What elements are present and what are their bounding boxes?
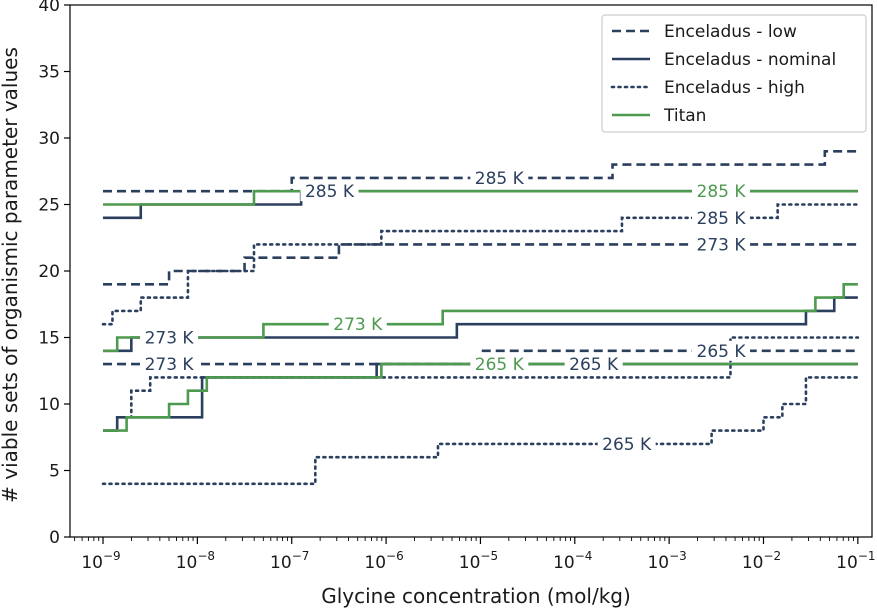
series-line-enceladus-high-265k	[101, 376, 860, 486]
curve-label: 285 K	[305, 182, 355, 202]
curve-label: 285 K	[475, 169, 525, 189]
series-layer	[101, 150, 860, 486]
y-tick-label: 20	[38, 262, 60, 282]
curve-label-group: 265 K	[692, 340, 751, 362]
curve-label-group: 265 K	[470, 354, 529, 375]
x-tick-label: 10−3	[647, 549, 686, 573]
curve-label-group: 273 K	[692, 234, 751, 255]
curve-label-group: 265 K	[597, 433, 656, 455]
curve-label: 285 K	[697, 209, 747, 229]
x-tick-label: 10−8	[176, 549, 215, 573]
series-line-enceladus-low-265k	[103, 349, 858, 366]
curve-label-group: 285 K	[470, 167, 529, 189]
series-line-enceladus-nominal-265k	[103, 362, 858, 432]
curve-label-bg	[300, 181, 359, 202]
curve-label: 265 K	[475, 355, 525, 375]
curve-label-group: 273 K	[140, 327, 199, 349]
series-line-enceladus-high-273k	[115, 336, 860, 419]
legend-label: Enceladus - nominal	[664, 50, 836, 70]
series-line-enceladus-high-285k	[101, 203, 860, 326]
x-axis-label: Glycine concentration (mol/kg)	[321, 584, 631, 608]
series-line-enceladus-low-285k	[103, 150, 858, 193]
curve-label-bg	[692, 207, 751, 228]
curve-label-bg	[564, 354, 623, 375]
legend: Enceladus - low Enceladus - nominal Encela…	[601, 14, 867, 133]
curve-label-bg	[470, 167, 529, 188]
curve-label-bg	[692, 234, 751, 255]
curve-label: 265 K	[569, 355, 619, 375]
series-line-titan-265k	[103, 362, 858, 432]
legend-label: Titan	[663, 106, 706, 126]
y-axis-label: # viable sets of organismic parameter va…	[0, 47, 22, 503]
series-line-titan-273k	[103, 283, 858, 353]
curve-label-bg	[692, 181, 751, 202]
legend-label: Enceladus - low	[664, 22, 797, 42]
x-tick-label: 10−2	[742, 549, 781, 573]
annotation-layer: 285 K 285 K 285 K 285 K 273 K 273 K 273 K 273 K…	[140, 167, 751, 455]
curve-label-group: 285 K	[300, 181, 359, 202]
curve-label-group: 273 K	[328, 314, 387, 335]
y-tick-label: 5	[49, 462, 60, 482]
x-tick-label: 10−6	[364, 549, 403, 573]
y-tick-label: 25	[38, 196, 60, 216]
curve-label: 273 K	[145, 329, 195, 349]
x-tick-label: 10−1	[836, 549, 875, 573]
y-tick-label: 0	[49, 528, 60, 548]
legend-label: Enceladus - high	[664, 78, 805, 98]
y-tick-label: 30	[38, 129, 60, 149]
curve-label-group: 273 K	[140, 354, 199, 375]
curve-label-group: 285 K	[692, 207, 751, 229]
curve-label: 285 K	[697, 182, 747, 202]
x-tick-label: 10−9	[81, 549, 120, 573]
series-line-enceladus-nominal-273k	[103, 296, 858, 353]
x-tick-label: 10−7	[270, 549, 309, 573]
legend-box	[601, 14, 867, 133]
curve-label-bg	[328, 314, 387, 335]
y-tick-label: 40	[38, 0, 60, 16]
curve-label-bg	[470, 354, 529, 375]
series-line-titan-285k	[103, 189, 858, 206]
x-tick-label: 10−4	[553, 549, 592, 573]
x-tick-label: 10−5	[459, 549, 498, 573]
curve-label-bg	[597, 433, 656, 454]
y-tick-label: 10	[38, 395, 60, 415]
y-tick-label: 15	[38, 329, 60, 349]
curve-label: 273 K	[697, 235, 747, 255]
curve-label: 273 K	[145, 355, 195, 375]
curve-label-bg	[140, 354, 199, 375]
curve-label-group: 285 K	[692, 181, 751, 202]
curve-label: 265 K	[697, 342, 747, 362]
y-tick-label: 35	[38, 63, 60, 83]
curve-label: 265 K	[602, 435, 652, 455]
curve-label: 273 K	[333, 315, 383, 335]
curve-label-bg	[140, 327, 199, 348]
curve-label-bg	[692, 340, 751, 361]
curve-label-group: 265 K	[564, 354, 623, 375]
